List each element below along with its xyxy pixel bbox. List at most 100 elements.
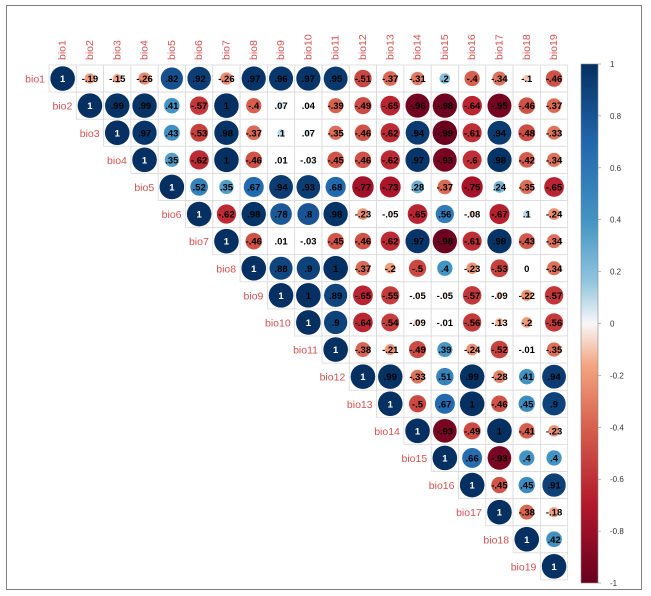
circle-bio11-bio16 [465,343,479,356]
value-label-bio5-bio7: .35 [220,182,234,193]
circle-bio8-bio13 [384,262,397,275]
colorbar-tick-label: 0.6 [610,164,622,173]
circle-bio4-bio5 [164,152,180,168]
value-label-bio1-bio13: -.37 [382,74,398,85]
value-label-bio4-bio6: -.62 [191,155,207,166]
circle-bio9-bio11 [323,283,348,308]
column-label-bio16: bio16 [466,34,478,60]
colorbar-tick-label: -1 [610,579,618,588]
circle-bio4-bio15 [432,147,458,173]
circle-bio5-bio18 [519,179,535,195]
value-label-bio14-bio14: 1 [415,426,421,437]
circle-bio14-bio15 [432,418,458,444]
circle-bio1-bio18 [522,74,531,83]
circle-bio19-bio19 [541,553,567,580]
row-labels: bio1 bio2 bio3 bio4 bio5 bio6 bio7 bio8 bio9 bio1… [25,74,536,574]
circle-bio13-bio15 [434,393,456,415]
value-label-bio13-bio16: 1 [470,399,476,410]
circle-bio2-bio16 [461,95,483,116]
value-label-bio14-bio16: -.49 [464,426,480,437]
value-label-bio1-bio3: -.15 [109,74,126,85]
row-label-bio2: bio2 [52,101,72,113]
column-label-bio11: bio11 [330,35,342,60]
circle-bio5-bio11 [325,176,347,198]
column-label-bio13: bio13 [384,34,396,60]
value-label-bio9-bio10: 1 [306,291,312,302]
value-label-bio8-bio19: -.34 [546,264,563,275]
circle-bio9-bio19 [544,285,564,306]
value-label-bio10-bio14: -.09 [409,318,425,329]
row-label-bio1: bio1 [25,74,45,86]
circle-bio1-bio19 [545,69,563,88]
value-label-bio5-bio6: .52 [193,182,206,193]
circle-bio13-bio13 [377,390,404,417]
circle-bio9-bio18 [520,289,533,302]
value-label-bio3-bio11: -.35 [327,128,344,139]
value-label-bio5-bio16: -.75 [464,182,481,193]
value-label-bio16-bio16: 1 [470,481,476,492]
circle-bio3-bio7 [213,120,240,146]
value-label-bio12-bio17: -.28 [491,372,507,383]
circle-bio4-bio11 [326,151,345,169]
circle-bio2-bio13 [379,95,401,117]
value-label-bio19-bio19: 1 [551,562,557,573]
circle-bio12-bio12 [350,363,376,390]
circle-bio14-bio14 [404,418,431,444]
circle-bio7-bio7 [213,228,240,254]
circle-bio6-bio11 [322,201,349,227]
circle-bio2-bio9 [277,102,285,110]
value-label-bio4-bio4: 1 [142,155,148,166]
circle-bio11-bio13 [384,343,397,356]
value-label-bio1-bio6: .92 [193,74,206,85]
circle-bio6-bio8 [241,201,267,227]
grid-cell-bio15-bio19 [540,443,569,472]
row-label-bio3: bio3 [80,128,100,140]
colorbar-tick-label: 0.4 [610,216,622,225]
circle-bio12-bio18 [518,368,536,385]
value-label-bio12-bio12: 1 [360,372,366,383]
value-label-bio17-bio19: -.18 [546,508,562,519]
circle-bio5-bio15 [436,179,453,195]
circle-bio1-bio5 [160,66,184,91]
circle-bio8-bio16 [465,261,479,275]
value-label-bio5-bio19: -.65 [546,182,563,193]
circle-bio6-bio9 [269,202,293,226]
column-label-bio19: bio19 [548,34,560,60]
value-label-bio3-bio13: -.62 [382,128,398,139]
row-label-bio16: bio16 [429,480,455,492]
value-label-bio1-bio12: -.51 [355,74,372,85]
circle-bio6-bio12 [356,207,370,221]
value-label-bio6-bio18: .1 [523,210,532,221]
value-label-bio14-bio18: -.41 [519,426,536,437]
value-label-bio1-bio8: .97 [247,74,260,85]
circle-bio8-bio14 [408,259,427,278]
circle-bio1-bio2 [84,72,96,85]
value-label-bio7-bio14: .97 [411,237,424,248]
circle-bio9-bio12 [352,284,374,306]
circle-bio7-bio11 [326,232,345,250]
circle-bio4-bio4 [131,147,158,173]
circle-bio14-bio19 [547,424,561,438]
value-label-bio4-bio7: 1 [224,155,230,166]
circle-bio5-bio14 [410,180,425,194]
circle-bio10-bio17 [494,317,505,328]
circle-bio4-bio13 [380,149,401,170]
circle-bio10-bio15 [443,320,447,324]
value-label-bio3-bio8: -.37 [246,128,262,139]
value-label-bio4-bio14: .97 [411,155,424,166]
circle-bio3-bio19 [546,125,562,141]
value-label-bio3-bio3: 1 [115,128,121,139]
value-label-bio2-bio7: 1 [224,101,230,112]
circle-bio2-bio18 [517,96,536,115]
circle-bio3-bio17 [487,120,512,146]
row-label-bio7: bio7 [189,236,209,248]
circle-bio7-bio18 [518,232,536,250]
circle-bio15-bio18 [518,449,535,467]
circle-bio9-bio16 [462,285,482,306]
circle-bio17-bio18 [518,504,535,521]
circle-bio9-bio17 [495,291,504,300]
value-label-bio1-bio17: -.34 [491,74,508,85]
value-label-bio7-bio9: .01 [274,237,288,248]
value-label-bio3-bio15: -.99 [437,128,453,139]
circle-bio5-bio16 [461,175,484,199]
